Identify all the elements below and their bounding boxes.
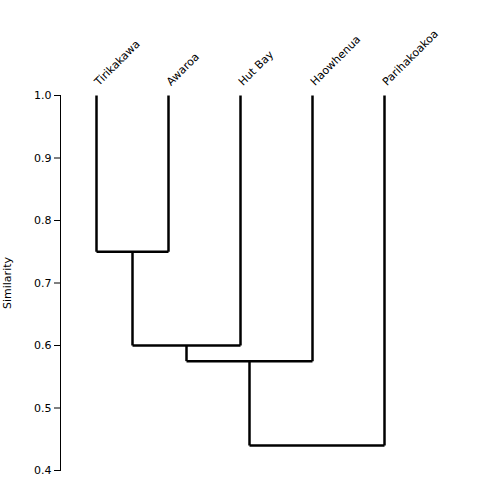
svg-text:Awaroa: Awaroa: [164, 50, 202, 88]
svg-text:0.8: 0.8: [34, 214, 52, 227]
svg-text:0.9: 0.9: [34, 152, 52, 165]
svg-text:0.5: 0.5: [34, 402, 52, 415]
svg-text:0.6: 0.6: [34, 339, 52, 352]
svg-text:0.7: 0.7: [34, 277, 52, 290]
svg-text:Tirikakawa: Tirikakawa: [91, 38, 142, 89]
svg-text:Parihakoakoa: Parihakoakoa: [380, 27, 441, 88]
svg-text:Hut Bay: Hut Bay: [236, 48, 277, 89]
svg-text:1.0: 1.0: [34, 89, 52, 102]
svg-text:Similarity: Similarity: [1, 257, 14, 309]
svg-text:Haowhenua: Haowhenua: [308, 33, 363, 88]
svg-text:0.4: 0.4: [34, 464, 52, 477]
